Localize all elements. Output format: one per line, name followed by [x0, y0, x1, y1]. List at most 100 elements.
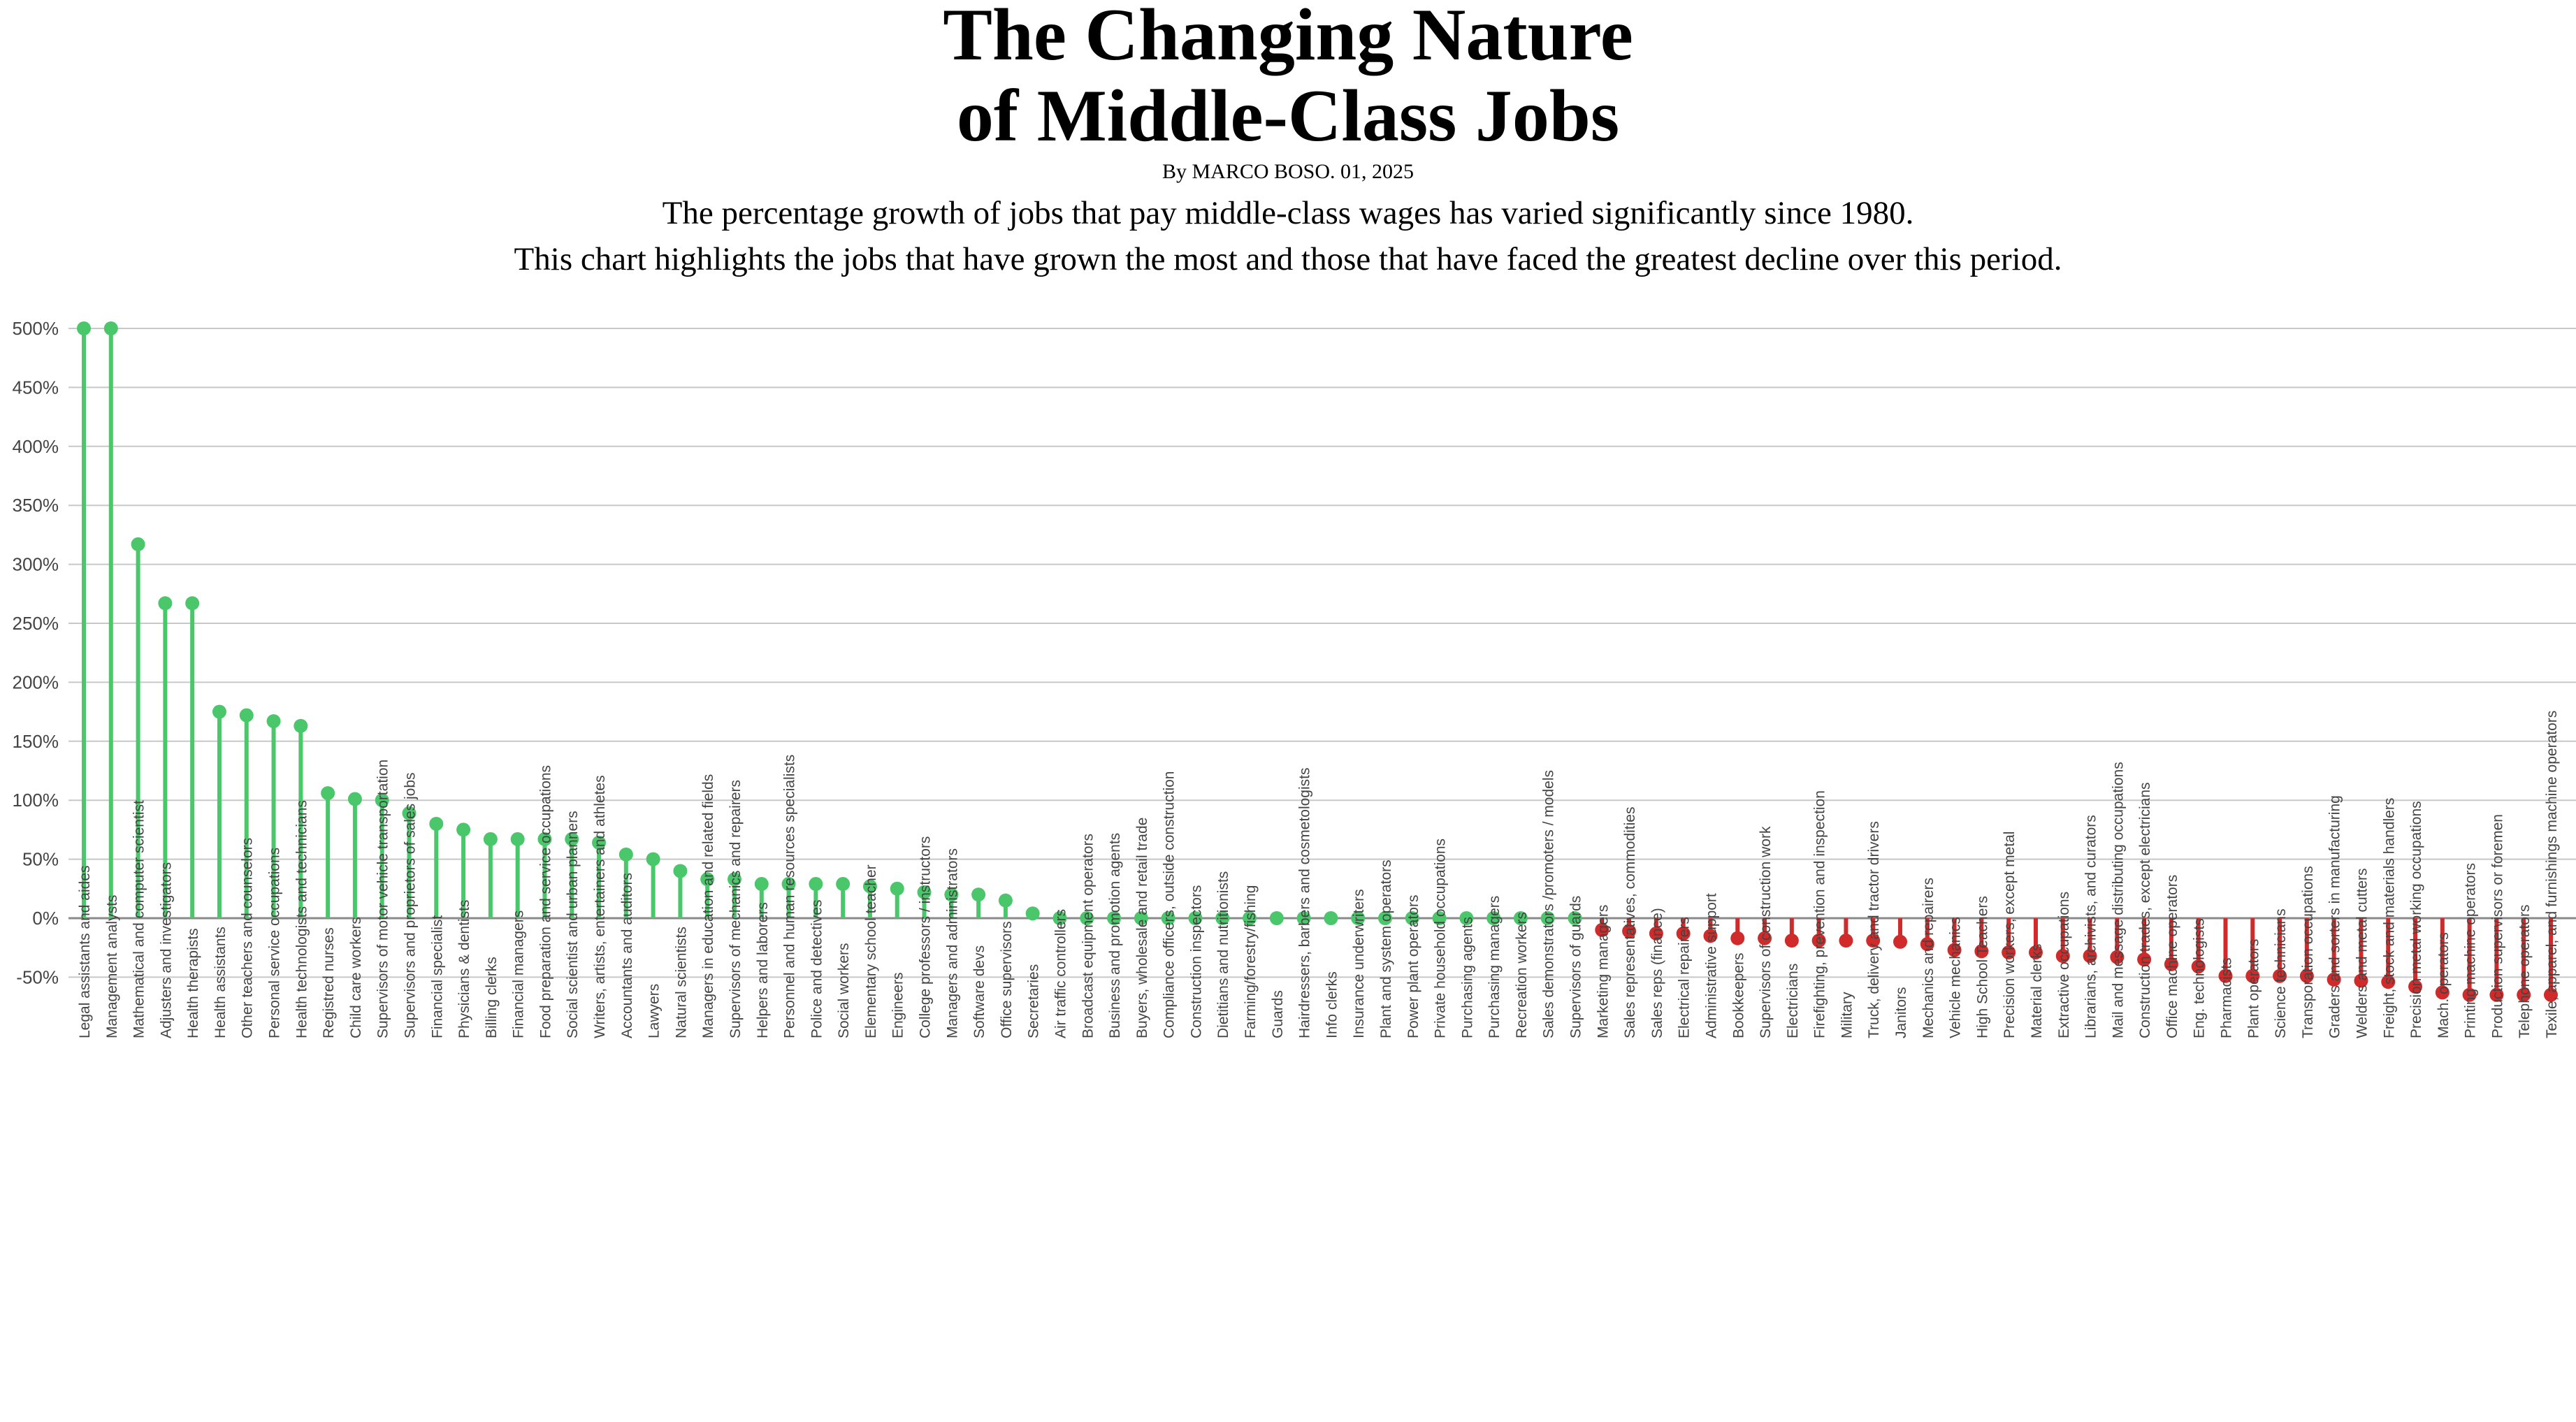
lollipop-dot	[1893, 934, 1908, 949]
chart-subtitle: The percentage growth of jobs that pay m…	[0, 190, 2576, 282]
x-category-label: Social scientist and urban planners	[565, 811, 581, 1038]
chart-title-line-1: The Changing Nature	[943, 0, 1633, 75]
y-tick-label: 200%	[13, 672, 59, 692]
lollipop-dot	[1080, 911, 1094, 925]
x-category-label: Bookkeepers	[1730, 952, 1746, 1038]
x-category-label: Sales demonstrators /promoters / models	[1541, 770, 1557, 1038]
x-category-label: Secretaries	[1026, 964, 1042, 1038]
x-category-label: Personal service occupations	[267, 848, 283, 1038]
y-axis-tick-labels: -50% 0% 50% 100% 150% 200% 250% 300% 350% 400% 450…	[13, 318, 59, 987]
lollipop-dot	[1296, 911, 1311, 925]
x-category-label: Administrative support	[1703, 893, 1719, 1038]
x-category-label: Telephone operators	[2517, 905, 2533, 1038]
lollipop-dot	[2191, 959, 2206, 974]
lollipop-dot	[2489, 987, 2504, 1002]
x-category-label: Plant and system operators	[1378, 859, 1394, 1038]
lollipop-dot	[809, 877, 823, 892]
x-category-label: Lawyers	[646, 984, 663, 1038]
x-category-label: Natural scientists	[673, 927, 689, 1038]
lollipop-dot	[1866, 934, 1881, 948]
lollipop-stems	[82, 328, 2553, 995]
x-category-label: Social workers	[836, 943, 852, 1038]
lollipop-dot	[1243, 911, 1257, 925]
lollipop-dot	[1920, 937, 1934, 952]
y-tick-label: 150%	[13, 731, 59, 752]
x-category-label: Helpers and laborers	[755, 902, 771, 1038]
x-category-label: Pharmacists	[2219, 957, 2235, 1038]
x-category-label: Extractive occupations	[2056, 892, 2072, 1038]
x-category-label: Farming/forestry/fishing	[1243, 885, 1259, 1038]
lollipop-dot	[1839, 934, 1853, 948]
lollipop-dot	[266, 714, 281, 729]
lollipop-dot	[2218, 968, 2233, 983]
lollipop-dot	[2462, 987, 2477, 1002]
lollipop-dot	[2164, 957, 2178, 971]
x-category-label: Purchasing managers	[1486, 896, 1503, 1038]
x-category-label: Janitors	[1893, 987, 1909, 1038]
lollipop-dot	[646, 852, 660, 866]
lollipop-dot	[2245, 968, 2260, 983]
x-category-label: Financial managers	[511, 910, 527, 1038]
lollipop-dot	[2299, 968, 2314, 983]
chart-subtitle-line-2: This chart highlights the jobs that have…	[514, 241, 2062, 277]
x-category-label: Health therapists	[185, 928, 201, 1038]
lollipop-dot	[1432, 911, 1447, 925]
lollipop-dot	[781, 877, 796, 892]
lollipop-dot	[2408, 979, 2423, 994]
x-category-label: Elementary school teacher	[863, 864, 879, 1038]
lollipop-dot	[1595, 922, 1609, 937]
lollipop-dot	[565, 832, 579, 846]
lollipop-dot	[1974, 944, 1989, 959]
x-category-label: Buyers, wholesale and retail trade	[1134, 818, 1150, 1038]
x-category-label: Supervisors of motor vehicle transportat…	[375, 760, 391, 1038]
x-category-label: Legal assistants and aides	[77, 866, 93, 1039]
x-category-label: Management analysts	[104, 895, 120, 1038]
lollipop-dot	[77, 321, 91, 335]
x-category-label: Sales representatives, commodities	[1622, 807, 1638, 1038]
lollipop-dot	[1649, 926, 1663, 941]
lollipop-dot	[1947, 943, 1962, 957]
x-category-label: Material clerks	[2029, 944, 2045, 1038]
lollipop-dot	[1269, 911, 1284, 925]
x-category-label: Precision workers, except metal	[2002, 832, 2018, 1038]
x-category-label: Firefighting, prevention and inspection	[1812, 790, 1828, 1038]
lollipop-dot	[727, 872, 741, 887]
x-category-label: Child care workers	[348, 917, 364, 1038]
lollipop-dot	[890, 881, 904, 896]
x-category-label: Supervisors of mechanics and repairers	[728, 780, 744, 1038]
x-category-label: Purchasing agents	[1459, 917, 1475, 1038]
y-tick-label: 0%	[32, 908, 59, 929]
x-category-label: College professors / instructors	[918, 836, 934, 1038]
lollipop-dot	[1486, 911, 1501, 925]
lollipop-dot	[1351, 911, 1366, 925]
x-category-label: Construction trades, except electricians	[2137, 782, 2153, 1038]
lollipop-dot	[971, 887, 986, 902]
x-category-label: Adjusters and investigators	[158, 862, 174, 1038]
lollipop-dot	[1730, 931, 1745, 945]
x-category-label: Guards	[1270, 990, 1286, 1038]
chart-title: The Changing Nature of Middle-Class Jobs	[0, 0, 2576, 157]
x-category-label: Librarians, archivists, and curators	[2083, 815, 2099, 1038]
lollipop-dot	[1161, 911, 1175, 925]
y-tick-label: 250%	[13, 613, 59, 634]
lollipop-dot	[2354, 973, 2368, 988]
lollipop-dot	[1215, 911, 1230, 925]
lollipop-dot	[375, 793, 389, 808]
lollipop-dot	[2028, 945, 2043, 959]
lollipop-dot	[1758, 931, 1772, 945]
lollipop-dot	[510, 832, 525, 846]
x-category-label: High School Teachers	[1974, 896, 1990, 1038]
lollipop-dot	[2083, 949, 2097, 964]
x-category-label: Construction inspectors	[1188, 885, 1204, 1038]
lollipop-dot	[754, 877, 769, 892]
x-category-label: Transporation occupations	[2300, 866, 2316, 1038]
y-tick-label: 50%	[22, 849, 59, 870]
x-category-label: Texile, apparel, and furnishings machine…	[2544, 711, 2560, 1038]
x-category-label: Insurance underwriters	[1351, 889, 1367, 1038]
y-tick-label: 500%	[13, 318, 59, 339]
lollipop-dot	[2327, 972, 2341, 987]
x-category-label: Mathematical and computer scientist	[131, 800, 147, 1038]
lollipop-dot	[2435, 985, 2450, 1000]
x-category-label: Sales reps (finance)	[1649, 908, 1665, 1038]
chart-subtitle-line-1: The percentage growth of jobs that pay m…	[662, 195, 1914, 231]
